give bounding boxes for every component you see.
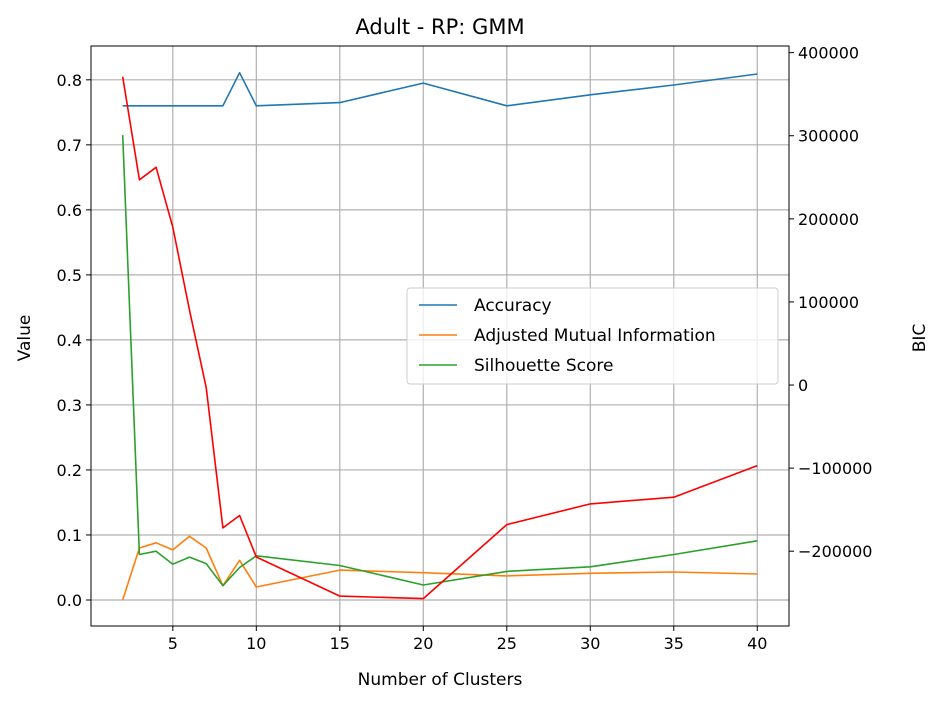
- grid: [91, 46, 789, 626]
- x-axis-ticks: 5 10 15 20 25 30 35 40: [168, 626, 767, 653]
- y-tick-label: 0.5: [57, 266, 82, 285]
- y-tick-label: 0.0: [57, 591, 82, 610]
- x-tick-label: 10: [246, 634, 266, 653]
- y-tick-label: 0.2: [57, 461, 82, 480]
- y-tick-label: 0.4: [57, 331, 82, 350]
- series-line-silhouette-score: [121, 135, 758, 587]
- y2-tick-label: −200000: [798, 542, 872, 561]
- y-axis-label: Value: [15, 315, 35, 362]
- plot-lines: [121, 71, 758, 601]
- series-line-bic: [121, 76, 758, 600]
- series-line-adjusted-mutual-information: [121, 535, 758, 601]
- x-tick-label: 40: [747, 634, 767, 653]
- x-tick-label: 30: [580, 634, 600, 653]
- legend-box: [406, 287, 779, 385]
- y2-tick-label: −100000: [798, 459, 872, 478]
- y2-tick-label: 200000: [798, 210, 859, 229]
- legend: Accuracy Adjusted Mutual Information Silho…: [406, 287, 779, 385]
- y-tick-label: 0.6: [57, 201, 82, 220]
- y-tick-label: 0.3: [57, 396, 82, 415]
- series-line-accuracy: [122, 71, 758, 107]
- legend-label: Silhouette Score: [474, 356, 613, 376]
- x-tick-label: 35: [664, 634, 684, 653]
- y2-axis-ticks: −200000 −100000 0 100000 200000 300000 400000: [789, 44, 872, 561]
- y-tick-label: 0.7: [57, 136, 82, 155]
- y2-tick-label: 400000: [798, 44, 859, 63]
- x-tick-label: 5: [168, 634, 178, 653]
- y2-tick-label: 100000: [798, 293, 859, 312]
- legend-label: Adjusted Mutual Information: [474, 326, 716, 346]
- y-tick-label: 0.1: [57, 526, 82, 545]
- y-tick-label: 0.8: [57, 71, 82, 90]
- chart-title: Adult - RP: GMM: [355, 15, 524, 39]
- plot-frame: [90, 45, 790, 627]
- y-axis-ticks: 0.0 0.1 0.2 0.3 0.4 0.5 0.6 0.7 0.8: [57, 71, 91, 610]
- x-tick-label: 25: [497, 634, 517, 653]
- y2-tick-label: 0: [798, 376, 808, 395]
- x-tick-label: 15: [330, 634, 350, 653]
- x-axis-label: Number of Clusters: [358, 670, 523, 690]
- legend-label: Accuracy: [474, 296, 552, 316]
- y2-tick-label: 300000: [798, 127, 859, 146]
- x-tick-label: 20: [413, 634, 433, 653]
- y2-axis-label: BIC: [910, 324, 930, 353]
